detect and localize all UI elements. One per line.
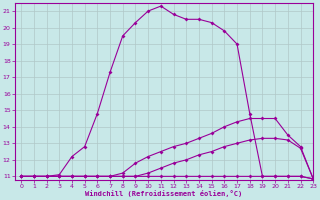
X-axis label: Windchill (Refroidissement éolien,°C): Windchill (Refroidissement éolien,°C) [85, 190, 243, 197]
